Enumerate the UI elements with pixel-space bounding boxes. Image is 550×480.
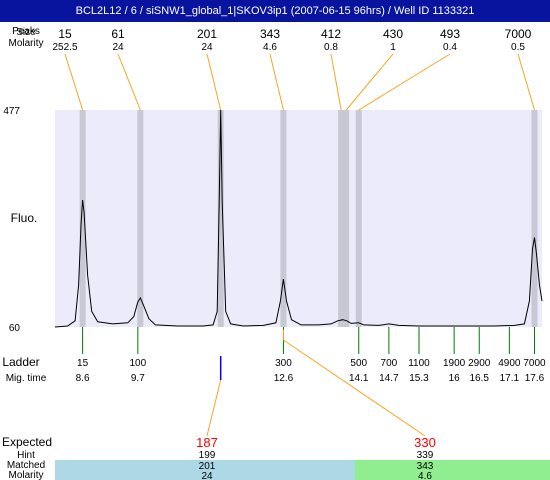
ladder-mig-time-label: 17.1 [500, 373, 520, 384]
peak-band [338, 110, 345, 327]
peak-band [355, 110, 362, 327]
expected-callout-line [206, 379, 222, 437]
matched-molarity-label: Molarity [8, 470, 43, 480]
ladder-size-label: 15 [77, 358, 89, 369]
window-title: BCL2L12 / 6 / siSNW1_global_1|SKOV3ip1 (… [0, 0, 550, 22]
peak-band [343, 110, 350, 327]
ladder-mig-time-label: 14.1 [349, 373, 369, 384]
ladder-mig-time-label: 9.7 [131, 373, 145, 384]
expected-matched-value: 201 [199, 461, 216, 472]
peak-band [280, 110, 287, 327]
peak-callout-line [358, 53, 451, 111]
plot-area [55, 110, 542, 327]
peak-molarity-label: 4.6 [263, 42, 277, 53]
mig-time-label: Mig. time [6, 373, 47, 384]
ladder-mig-time-label: 8.6 [76, 373, 90, 384]
molarity-header-label: Molarity [8, 38, 43, 49]
peaks-header-label: Peaks [12, 26, 40, 37]
ladder-size-label: 700 [381, 358, 398, 369]
size-header-label: Size [16, 27, 36, 38]
peak-size-label: 201 [197, 27, 217, 41]
peak-callout-line [117, 53, 141, 111]
peak-size-label: 430 [383, 27, 403, 41]
peak-size-label: 61 [111, 27, 125, 41]
expected-callout-line [283, 339, 426, 437]
ladder-size-label: 300 [275, 358, 292, 369]
peak-size-label: 493 [440, 27, 460, 41]
peak-molarity-label: 252.5 [52, 42, 77, 53]
ladder-size-label: 2900 [468, 358, 491, 369]
expected-value: 330 [414, 435, 436, 450]
ladder-size-label: 500 [350, 358, 367, 369]
peak-band [217, 110, 224, 327]
expected-matched-value: 343 [417, 461, 434, 472]
ladder-mig-time-label: 14.7 [379, 373, 399, 384]
ladder-mig-time-label: 12.6 [274, 373, 294, 384]
expected-value: 187 [196, 435, 218, 450]
peak-molarity-label: 24 [112, 42, 124, 53]
peak-callout-line [206, 53, 222, 111]
peak-band [137, 110, 144, 327]
ladder-size-label: 100 [129, 358, 146, 369]
ladder-mig-time-label: 17.6 [525, 373, 545, 384]
hint-label: Hint [17, 450, 35, 461]
ladder-mig-time-label: 16 [449, 373, 461, 384]
peak-size-label: 15 [58, 27, 72, 41]
y-tick-max: 477 [3, 106, 20, 117]
expected-molarity-value: 24 [201, 471, 213, 480]
peak-callout-line [269, 53, 284, 111]
ladder-mig-time-label: 15.3 [409, 373, 429, 384]
matched-band-left [55, 460, 355, 480]
peak-band [531, 110, 538, 327]
peak-molarity-label: 24 [201, 42, 213, 53]
expected-molarity-value: 4.6 [418, 471, 432, 480]
peak-size-label: 412 [321, 27, 341, 41]
peak-band [79, 110, 86, 327]
ladder-label: Ladder [2, 355, 39, 369]
matched-label: Matched [7, 460, 45, 471]
peak-molarity-label: 0.4 [443, 42, 457, 53]
fluorescence-trace [54, 109, 543, 328]
peak-callout-line [345, 53, 394, 111]
ladder-size-label: 7000 [523, 358, 546, 369]
y-axis-label: Fluo. [11, 211, 38, 225]
peak-size-label: 7000 [505, 27, 532, 41]
ladder-size-label: 1900 [443, 358, 466, 369]
ladder-mig-time-label: 16.5 [470, 373, 490, 384]
ladder-size-label: 1100 [408, 358, 430, 369]
expected-hint-value: 199 [199, 450, 216, 461]
peak-callout-line [517, 53, 535, 111]
expected-hint-value: 339 [417, 450, 434, 461]
ladder-size-label: 4900 [498, 358, 521, 369]
expected-label: Expected [2, 435, 52, 449]
peak-size-label: 343 [260, 27, 280, 41]
peak-molarity-label: 0.8 [324, 42, 338, 53]
y-tick-min: 60 [9, 323, 21, 334]
matched-band-right [355, 460, 550, 480]
peak-molarity-label: 0.5 [511, 42, 525, 53]
peak-callout-line [64, 53, 84, 111]
peak-molarity-label: 1 [390, 42, 396, 53]
peak-callout-line [330, 53, 342, 111]
